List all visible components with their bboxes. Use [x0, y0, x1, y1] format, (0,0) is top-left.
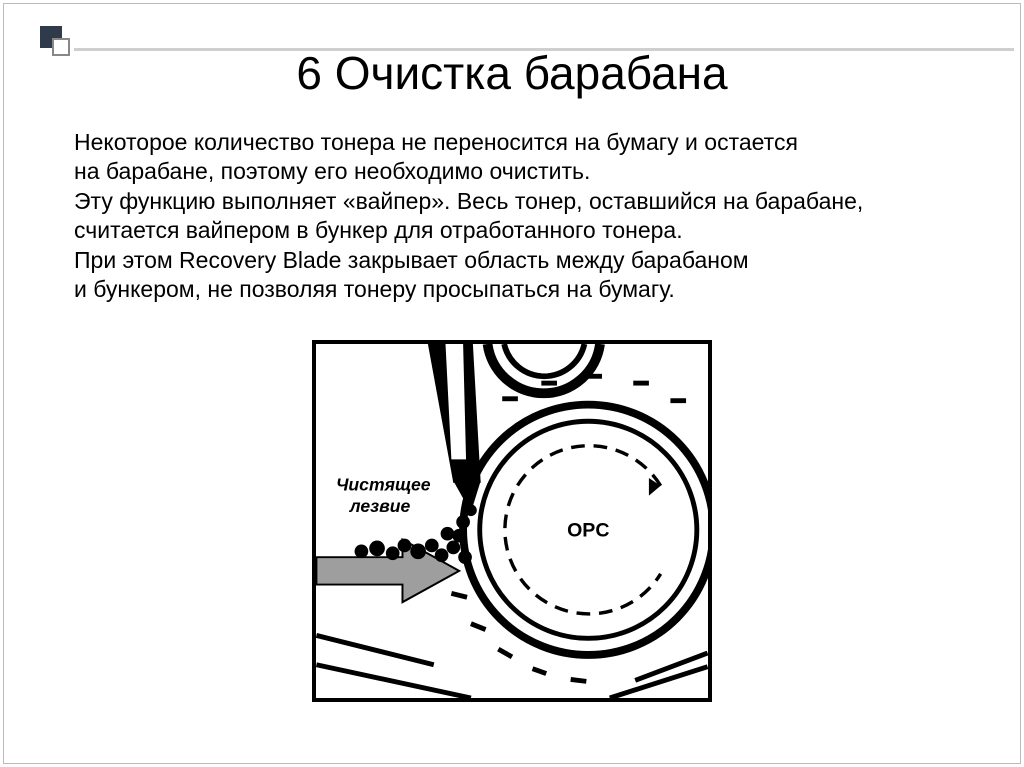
blade-label-line1: Чистящее	[336, 475, 431, 495]
body-line-2: на барабане, поэтому его необходимо очис…	[74, 158, 590, 184]
body-line-6: и бункером, не позволяя тонеру просыпать…	[74, 276, 675, 302]
diagram: OPC Чистящее лезвие	[312, 340, 712, 702]
body-line-3: Эту функцию выполняет «вайпер». Весь тон…	[74, 188, 863, 214]
blade-label-line2: лезвие	[349, 496, 411, 516]
bottom-path-icon	[316, 635, 707, 698]
body-text: Некоторое количество тонера не переносит…	[74, 128, 984, 305]
diagram-svg: OPC Чистящее лезвие	[316, 344, 708, 698]
drum-label: OPC	[567, 520, 609, 542]
body-line-5: При этом Recovery Blade закрывает област…	[74, 247, 749, 273]
cleaning-blade-icon	[428, 344, 481, 512]
top-roller-icon	[488, 344, 600, 393]
body-line-4: считается вайпером в бункер для отработа…	[74, 217, 683, 243]
body-line-1: Некоторое количество тонера не переносит…	[74, 129, 798, 155]
opc-drum-icon: OPC	[463, 405, 708, 655]
slide-title: 6 Очистка барабана	[0, 46, 1024, 100]
